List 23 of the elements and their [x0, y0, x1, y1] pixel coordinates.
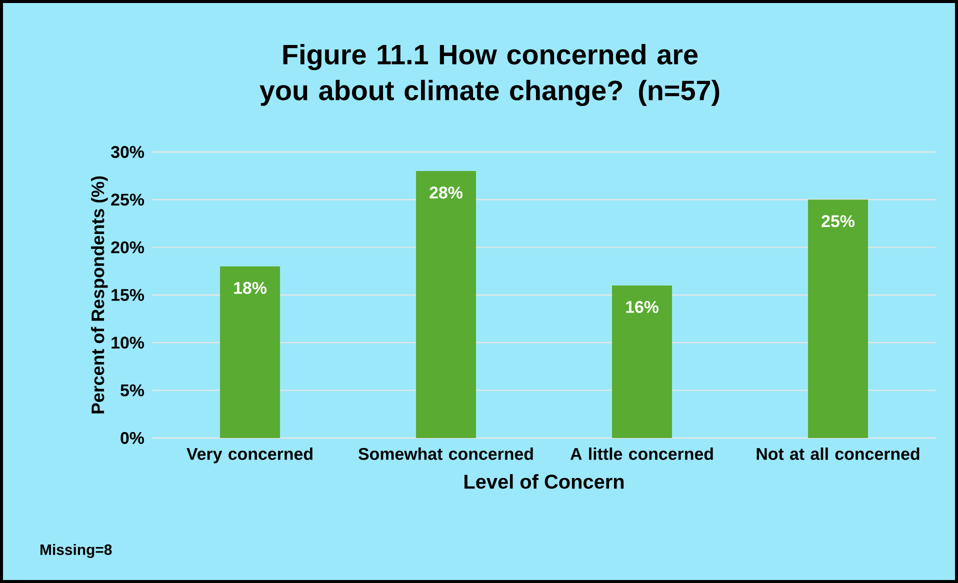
y-axis-title: Percent of Respondents (%): [91, 176, 108, 414]
x-tick-label: A little concerned: [570, 448, 713, 460]
x-tick-label: Not at all concerned: [756, 448, 920, 460]
data-label: 16%: [626, 300, 659, 313]
x-tick-label: Very concerned: [186, 448, 312, 464]
data-label: 18%: [234, 282, 267, 294]
y-tick-label: 10%: [112, 336, 144, 349]
bar: [416, 171, 476, 438]
bar: [808, 200, 868, 438]
bar: [220, 266, 280, 438]
y-tick-label: 5%: [120, 384, 144, 396]
data-label: 25%: [822, 215, 855, 228]
y-tick-label: 20%: [111, 241, 144, 254]
data-label: 28%: [430, 186, 463, 199]
bar: [612, 285, 672, 438]
chart-title: Figure 11.1 How concerned are you about climate change? (n=57): [260, 44, 720, 106]
y-tick-label: 30%: [110, 146, 144, 158]
x-tick-label: Somewhat concerned: [358, 448, 533, 460]
y-tick-label: 0%: [120, 432, 144, 444]
x-axis-title: Level of Concern: [464, 474, 624, 489]
text: Missing=8: [40, 544, 112, 558]
y-tick-label: 25%: [111, 194, 144, 206]
y-tick-label: 15%: [112, 289, 144, 301]
